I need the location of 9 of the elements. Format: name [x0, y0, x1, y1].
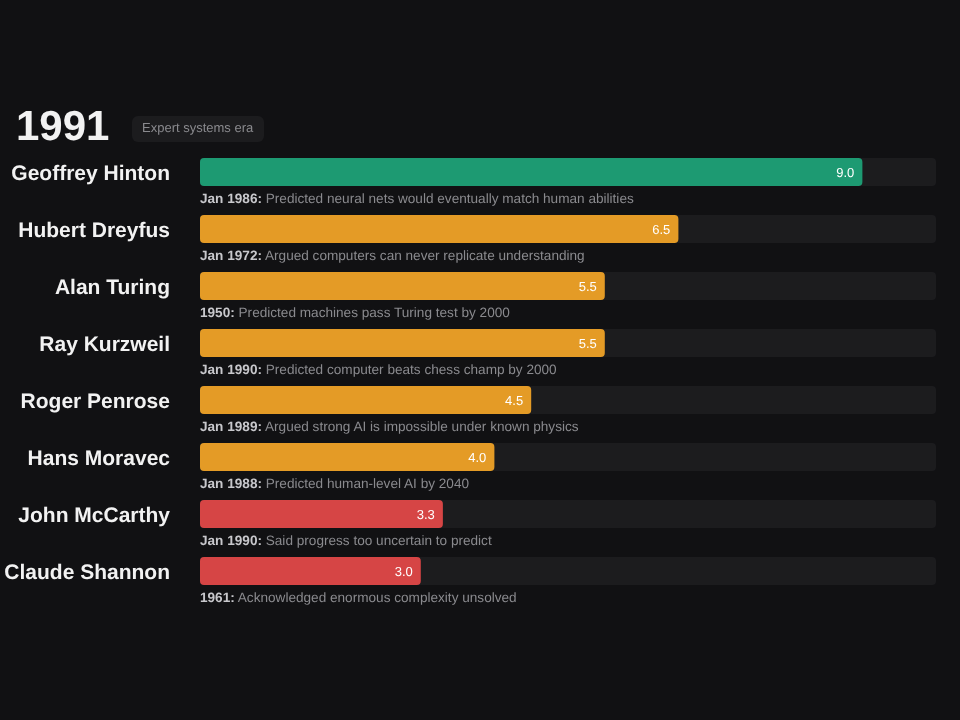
- y-tick-label: Roger Penrose: [20, 389, 171, 414]
- y-tick-label: Alan Turing: [54, 275, 170, 300]
- y-tick-label: Ray Kurzweil: [39, 332, 171, 357]
- y-tick-label: Geoffrey Hinton: [11, 161, 170, 186]
- y-tick-label: Hans Moravec: [27, 446, 171, 471]
- y-tick-label: Hubert Dreyfus: [18, 218, 171, 243]
- y-tick-label: John McCarthy: [18, 503, 171, 528]
- chart-title: 1991: [16, 104, 110, 152]
- y-tick-label: Claude Shannon: [4, 560, 170, 585]
